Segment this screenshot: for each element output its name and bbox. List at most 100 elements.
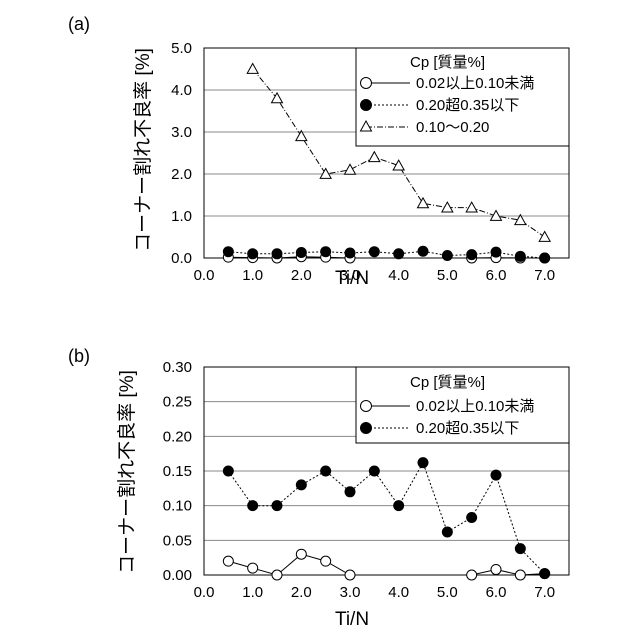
data-point bbox=[321, 247, 331, 257]
legend-label-s1: 0.02以上0.10未満 bbox=[416, 398, 534, 415]
x-tick: 0.0 bbox=[194, 584, 215, 601]
y-tick: 0.10 bbox=[163, 498, 192, 515]
data-point bbox=[394, 249, 404, 259]
data-point bbox=[418, 246, 428, 256]
x-tick: 2.0 bbox=[291, 584, 312, 601]
panel-b-xlabel: Ti/N bbox=[335, 609, 369, 630]
data-point bbox=[321, 556, 331, 566]
panel-a-y-ticks: 0.0 1.0 2.0 3.0 4.0 5.0 bbox=[171, 40, 192, 267]
data-point bbox=[418, 458, 428, 468]
x-tick: 7.0 bbox=[534, 267, 555, 284]
legend-label-s3: 0.10～0.20 bbox=[416, 119, 489, 136]
panel-a: (a) コーナー割れ不良率 [%] 0.0 1.0 2.0 3.0 4.0 5.… bbox=[68, 14, 569, 289]
x-tick: 0.0 bbox=[194, 267, 215, 284]
panel-b-legend: Cp [質量%] 0.02以上0.10未満 0.20超0.35以下 bbox=[356, 367, 569, 443]
legend-label-s2: 0.20超0.35以下 bbox=[416, 420, 519, 437]
data-point bbox=[467, 512, 477, 522]
panel-b-label: (b) bbox=[68, 346, 90, 366]
data-point bbox=[345, 570, 355, 580]
x-tick: 7.0 bbox=[534, 584, 555, 601]
data-point bbox=[540, 253, 550, 263]
data-point bbox=[369, 247, 379, 257]
data-point bbox=[369, 466, 379, 476]
data-point bbox=[539, 232, 550, 242]
data-point bbox=[442, 527, 452, 537]
y-tick: 2.0 bbox=[171, 166, 192, 183]
data-point bbox=[272, 249, 282, 259]
x-tick: 6.0 bbox=[486, 267, 507, 284]
data-point bbox=[320, 169, 331, 179]
y-tick: 0.00 bbox=[163, 567, 192, 584]
y-tick: 5.0 bbox=[171, 40, 192, 57]
y-tick: 3.0 bbox=[171, 124, 192, 141]
data-point bbox=[442, 250, 452, 260]
x-tick: 5.0 bbox=[437, 584, 458, 601]
data-point bbox=[321, 466, 331, 476]
legend-marker-s2 bbox=[361, 423, 372, 434]
data-point bbox=[491, 247, 501, 257]
legend-marker-s1 bbox=[361, 401, 372, 412]
panel-b-x-ticks: 0.0 1.0 2.0 3.0 4.0 5.0 6.0 7.0 bbox=[194, 584, 556, 601]
y-tick: 0.20 bbox=[163, 428, 192, 445]
legend-label-s1: 0.02以上0.10未満 bbox=[416, 75, 534, 92]
y-tick: 0.30 bbox=[163, 359, 192, 376]
x-tick: 5.0 bbox=[437, 267, 458, 284]
data-point bbox=[491, 564, 501, 574]
data-point bbox=[296, 480, 306, 490]
panel-a-legend: Cp [質量%] 0.02以上0.10未満 0.20超0.35以下 0.10～0… bbox=[356, 48, 569, 146]
figure: (a) コーナー割れ不良率 [%] 0.0 1.0 2.0 3.0 4.0 5.… bbox=[0, 0, 640, 640]
data-point bbox=[515, 251, 525, 261]
y-tick: 0.25 bbox=[163, 394, 192, 411]
data-point bbox=[272, 501, 282, 511]
panel-b-y-ticks: 0.00 0.05 0.10 0.15 0.20 0.25 0.30 bbox=[163, 359, 192, 584]
data-point bbox=[248, 501, 258, 511]
legend-title: Cp [質量%] bbox=[410, 373, 485, 391]
y-tick: 0.05 bbox=[163, 532, 192, 549]
data-point bbox=[491, 211, 502, 221]
panel-b: (b) コーナー割れ不良率 [%] 0.00 0.05 0.10 0.15 0.… bbox=[68, 346, 569, 630]
data-point bbox=[296, 549, 306, 559]
panel-a-xlabel: Ti/N bbox=[335, 268, 369, 289]
legend-label-s2: 0.20超0.35以下 bbox=[416, 97, 519, 114]
data-point bbox=[296, 248, 306, 258]
panel-a-ylabel: コーナー割れ不良率 [%] bbox=[132, 48, 154, 252]
data-point bbox=[223, 556, 233, 566]
y-tick: 0.0 bbox=[171, 250, 192, 267]
x-tick: 4.0 bbox=[388, 267, 409, 284]
data-point bbox=[272, 570, 282, 580]
data-point bbox=[467, 570, 477, 580]
data-point bbox=[418, 198, 429, 208]
data-point bbox=[248, 249, 258, 259]
y-tick: 4.0 bbox=[171, 82, 192, 99]
data-point bbox=[394, 501, 404, 511]
x-tick: 2.0 bbox=[291, 267, 312, 284]
data-point bbox=[515, 570, 525, 580]
panel-a-x-ticks: 0.0 1.0 2.0 3.0 4.0 5.0 6.0 7.0 bbox=[194, 267, 556, 284]
data-point bbox=[247, 64, 258, 74]
data-point bbox=[345, 248, 355, 258]
data-point bbox=[272, 93, 283, 103]
data-point bbox=[467, 250, 477, 260]
y-tick: 0.15 bbox=[163, 463, 192, 480]
data-point bbox=[466, 202, 477, 212]
x-tick: 1.0 bbox=[242, 584, 263, 601]
data-point bbox=[248, 563, 258, 573]
legend-marker-s1 bbox=[361, 78, 372, 89]
legend-marker-s2 bbox=[361, 100, 372, 111]
data-point bbox=[345, 164, 356, 174]
data-point bbox=[491, 470, 501, 480]
legend-title: Cp [質量%] bbox=[410, 53, 485, 71]
data-point bbox=[369, 152, 380, 162]
data-point bbox=[393, 160, 404, 170]
data-point bbox=[223, 466, 233, 476]
data-point bbox=[442, 202, 453, 212]
data-point bbox=[515, 544, 525, 554]
x-tick: 4.0 bbox=[388, 584, 409, 601]
data-point bbox=[223, 247, 233, 257]
panel-b-ylabel: コーナー割れ不良率 [%] bbox=[116, 370, 138, 574]
data-point bbox=[540, 569, 550, 579]
series-b-2 bbox=[223, 458, 549, 579]
data-point bbox=[345, 487, 355, 497]
panel-b-series bbox=[223, 458, 549, 580]
x-tick: 6.0 bbox=[486, 584, 507, 601]
